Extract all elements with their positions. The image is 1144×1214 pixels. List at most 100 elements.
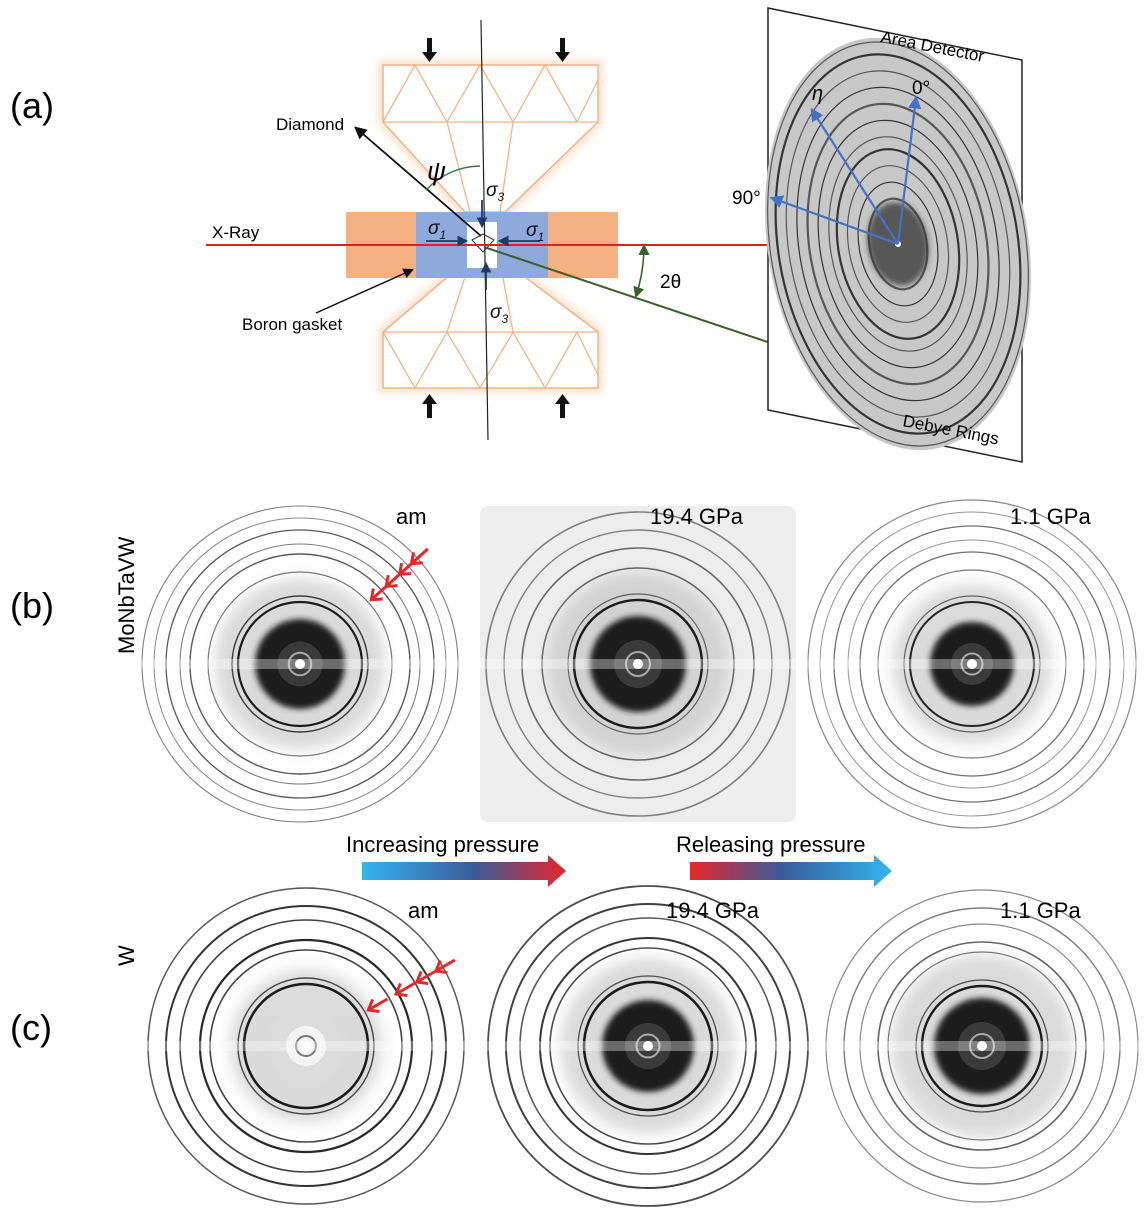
ninety-deg-label: 90° [732,188,761,209]
load-arrows [422,38,570,418]
two-theta-arc [633,243,650,299]
debye-ring [198,938,414,1154]
sigma1-right-label: σ1 [526,220,544,244]
debye-ring [485,511,791,817]
eta-arrow [810,107,899,245]
debye-ring [582,980,714,1112]
peak-marker-arrow [416,969,437,984]
debye-ring [577,975,719,1117]
debye-ring [833,525,1111,803]
xray-label: X-Ray [212,223,260,242]
debye-ring [237,977,375,1115]
detector-ring [857,181,939,307]
pattern-c-1-1gpa [817,889,1144,1203]
pattern-b-1-1gpa-label: 1.1 GPa [1010,504,1091,529]
debye-ring [207,571,393,757]
diamond-label: Diamond [276,115,344,134]
debye-ring [519,917,777,1175]
load-axis [480,19,489,441]
pattern-b-19-4gpa [480,506,796,822]
debye-ring [903,595,1041,733]
detector-ring [796,86,1000,402]
pattern-c-am [141,887,471,1205]
panel-a: (a) [10,7,1032,463]
eta-label: η [812,83,823,105]
debye-ring [887,951,1077,1141]
peak-markers-b [369,547,429,602]
panel-b-letter: (b) [10,585,54,626]
zero-deg-arrow [896,95,922,245]
pattern-b-1-1gpa [807,499,1137,829]
debye-ring [231,595,369,733]
increasing-pressure-label: Increasing pressure [346,832,539,857]
debye-ring [847,539,1097,789]
releasing-pressure-label: Releasing pressure [676,832,866,857]
panel-c-letter: (c) [10,1007,52,1048]
debye-ring [877,569,1067,759]
detector-ring [806,102,990,386]
ninety-deg-arrow [769,195,899,246]
debye-ring [165,529,435,799]
debye-ring [567,593,709,735]
debye-ring [179,543,421,785]
debye-ring [503,529,773,799]
lower-diamond [378,257,603,393]
sigma3-bottom-label: σ3 [490,302,508,326]
gasket-label: Boron gasket [242,315,342,334]
pattern-b-19-4gpa-label: 19.4 GPa [650,504,744,529]
pattern-b-am-label: am [396,504,427,529]
debye-ring [505,903,791,1189]
zero-deg-label: 0° [912,78,930,99]
peak-marker-arrow [395,981,416,996]
peak-marker-arrow [435,958,456,973]
psi-label: ψ [427,156,446,186]
psi-direction-arrow [354,126,482,237]
sigma3-top-label: σ3 [486,180,504,204]
debye-ring [915,979,1049,1113]
debye-ring [920,984,1044,1108]
debye-ring [236,600,364,728]
debye-ring [209,949,403,1143]
debye-ring [859,923,1105,1169]
debye-ring [549,947,747,1145]
increasing-pressure-arrow [362,855,566,887]
debye-ring [572,598,704,730]
panel-a-letter: (a) [10,85,54,126]
sigma1-left-label: σ1 [428,218,446,242]
gasket-pointer-arrow [315,268,414,314]
panel-b: (b) MoNbTaVW am 19.4 GPa 1.1 GPa [10,499,1137,829]
debye-ring [521,547,755,781]
debye-ring [541,567,735,761]
pattern-b-am [135,505,465,823]
debye-ring [165,905,447,1187]
two-theta-label: 2θ [660,272,681,293]
panel-b-sample-label: MoNbTaVW [114,536,139,654]
peak-marker-arrow [367,997,389,1012]
debye-ring [539,937,757,1155]
debye-ring [877,941,1087,1151]
pattern-c-1-1gpa-label: 1.1 GPa [1000,898,1081,923]
peak-markers-c [366,958,456,1014]
detector-ring [817,119,979,369]
peak-marker-arrow [410,547,429,565]
panel-c-sample-label: W [114,945,139,966]
debye-ring [859,551,1085,777]
pattern-c-am-label: am [408,898,439,923]
debye-ring [843,907,1121,1185]
psi-arc [425,165,481,191]
debye-ring [141,505,459,823]
upper-diamond [378,60,603,217]
debye-ring [825,889,1139,1203]
debye-ring [487,885,809,1207]
debye-ring [189,553,411,775]
detector-ring [785,70,1011,418]
pressure-arrows: Increasing pressure Releasing pressure [346,832,892,887]
panel-c: (c) W am 19.4 GPa 1.1 GPa [10,885,1144,1207]
debye-ring [153,517,447,811]
debye-ring [242,982,370,1110]
releasing-pressure-arrow [690,855,892,887]
debye-ring [909,601,1035,727]
debye-ring [807,499,1137,829]
pattern-c-19-4gpa [483,885,813,1207]
